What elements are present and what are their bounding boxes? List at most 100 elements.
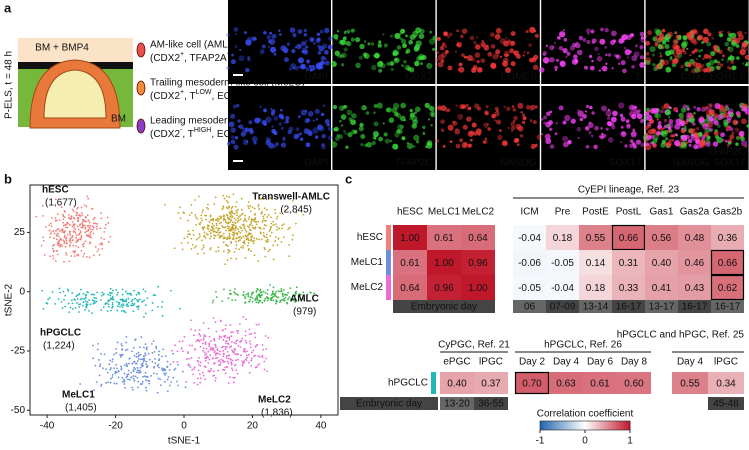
micrograph-signal	[415, 40, 422, 47]
colorbar-segment	[626, 421, 629, 430]
cell-point	[81, 212, 83, 214]
micrograph-signal	[469, 35, 475, 41]
cell-point	[137, 380, 140, 383]
cell-point	[213, 203, 216, 205]
cell-point	[266, 299, 269, 302]
micrograph-signal	[389, 61, 395, 66]
micrograph-signal	[490, 32, 495, 37]
cell-point	[116, 305, 119, 308]
cluster-name: hESC	[42, 185, 69, 196]
micrograph-signal	[346, 109, 353, 116]
micrograph-signal	[254, 117, 261, 124]
micrograph-signal	[378, 40, 382, 44]
cell-point	[232, 331, 234, 333]
micrograph-signal	[322, 104, 325, 107]
micrograph-signal	[668, 116, 671, 119]
cell-point	[208, 343, 211, 346]
cell-point	[64, 305, 66, 308]
micrograph-signal	[278, 33, 282, 36]
micrograph-signal	[588, 54, 593, 59]
cell-point	[107, 381, 109, 384]
cell-point	[295, 211, 298, 214]
cell-point	[50, 217, 53, 219]
colorbar-segment	[554, 421, 557, 430]
cell-point	[56, 228, 59, 231]
micrograph-signal	[428, 38, 436, 45]
colorbar-segment	[604, 421, 607, 430]
micrograph-signal	[607, 137, 614, 143]
micrograph-signal	[709, 109, 715, 116]
cell-point	[233, 291, 235, 293]
cell-point	[273, 293, 276, 295]
micrograph-signal	[740, 140, 748, 147]
cell-point	[156, 305, 159, 308]
micrograph-signal	[573, 54, 578, 60]
heatmap-cell	[711, 275, 744, 300]
cell-point	[291, 238, 294, 241]
cell-point	[140, 336, 143, 338]
cell-point	[205, 352, 208, 355]
cell-point	[56, 242, 59, 245]
cell-point	[150, 374, 153, 377]
column-label: Gas1	[650, 207, 674, 218]
cell-point	[250, 218, 253, 220]
colorbar-segment	[570, 421, 573, 430]
micrograph-signal	[300, 63, 306, 70]
cell-point	[217, 352, 219, 355]
cell-point	[201, 211, 204, 214]
cell-point	[254, 218, 257, 221]
micrograph-signal	[291, 48, 296, 54]
micrograph-signal	[572, 42, 577, 48]
micrograph-signal	[632, 128, 636, 132]
cell-point	[237, 344, 240, 347]
cell-point	[201, 239, 203, 242]
cell-point	[276, 296, 278, 299]
micrograph-signal	[562, 28, 566, 32]
cell-point	[267, 240, 270, 243]
cell-point	[235, 340, 238, 343]
cell-point	[244, 330, 247, 333]
cell-point	[72, 244, 75, 247]
micrograph-signal	[373, 136, 377, 140]
micrograph-signal	[583, 65, 588, 70]
micrograph-signal	[687, 62, 692, 68]
micrograph-signal	[391, 107, 398, 114]
cell-point	[227, 218, 230, 220]
cell-point	[192, 373, 194, 376]
micrograph-signal	[645, 111, 650, 116]
micrograph-signal	[591, 59, 594, 63]
cell-point	[139, 366, 142, 369]
micrograph-signal	[528, 43, 532, 47]
cell-point	[145, 386, 147, 389]
micrograph-signal	[555, 58, 560, 63]
micrograph-signal	[296, 43, 302, 50]
cell-point	[45, 226, 47, 228]
cell-point	[224, 327, 227, 330]
micrograph-signal	[680, 64, 685, 69]
cell-label: 0.63	[556, 379, 576, 390]
micrograph-signal	[742, 62, 745, 65]
micrograph-signal	[324, 50, 329, 55]
micrograph-signal	[652, 143, 657, 148]
micrograph-signal	[477, 132, 481, 136]
micrograph-signal	[392, 143, 399, 150]
cell-point	[250, 239, 253, 242]
cell-point	[242, 315, 245, 318]
micrograph-signal	[310, 37, 314, 42]
colorbar-segment	[606, 421, 609, 430]
day-title-bg	[340, 397, 438, 410]
cell-point	[181, 248, 184, 251]
cell-point	[249, 346, 252, 349]
cell-point	[227, 297, 230, 299]
cell-label: 0.61	[434, 233, 454, 244]
micrograph-signal	[405, 48, 411, 54]
cell-label: 0.66	[718, 258, 738, 269]
micrograph-signal	[298, 57, 303, 63]
micrograph-signal	[610, 40, 616, 46]
cell-point	[247, 233, 250, 236]
cell-point	[71, 292, 74, 294]
micrograph-signal	[510, 31, 516, 37]
cell-point	[293, 295, 296, 298]
cell-point	[254, 354, 257, 357]
cell-point	[284, 299, 286, 302]
